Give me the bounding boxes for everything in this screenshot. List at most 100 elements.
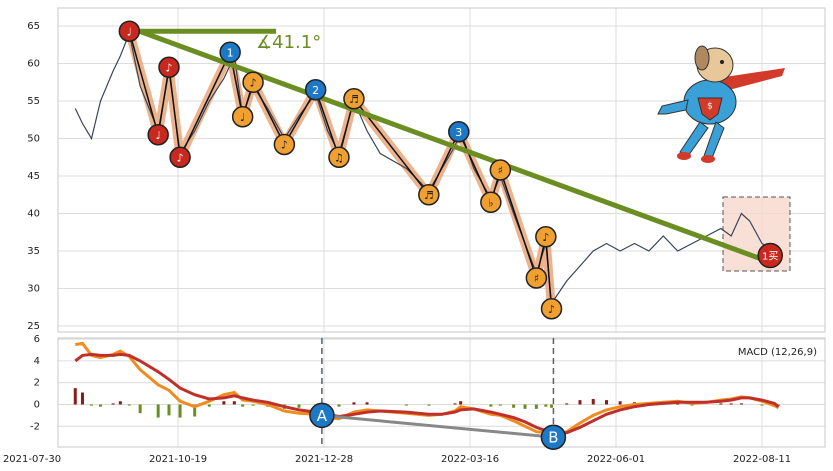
marker	[242, 71, 264, 93]
marker-label: ♩	[240, 111, 245, 124]
marker-label: ♩	[127, 25, 132, 38]
macd-bar	[111, 403, 115, 405]
macd-bar	[80, 392, 84, 405]
macd-bar	[729, 403, 733, 405]
macd-bar	[498, 404, 502, 406]
marker	[757, 242, 783, 269]
marker	[158, 56, 180, 78]
macd-bar	[73, 388, 77, 405]
marker	[535, 226, 557, 248]
marker	[343, 88, 365, 110]
marker-label: ♪	[177, 151, 184, 164]
macd-bar	[591, 399, 595, 405]
marker	[418, 184, 440, 206]
macd-bar	[489, 404, 493, 407]
macd-bar	[222, 401, 226, 405]
macd-bar	[512, 404, 516, 408]
marker	[448, 121, 470, 143]
marker-label: ♪	[542, 231, 549, 244]
marker	[480, 191, 502, 213]
macd-bar	[565, 403, 569, 405]
macd-panel	[57, 337, 826, 448]
marker-label: ♪	[250, 76, 257, 89]
macd-bar	[232, 401, 236, 405]
marker-label: B	[548, 429, 558, 447]
macd-bar	[365, 402, 369, 405]
x-tick-label: 2021-07-30	[3, 454, 61, 465]
x-tick-label: 2021-10-19	[149, 454, 207, 465]
macd-bar	[618, 401, 622, 405]
y-tick-label: 60	[27, 59, 40, 70]
y-tick-label: -2	[30, 421, 40, 432]
macd-bar	[156, 404, 160, 418]
marker	[540, 424, 567, 450]
macd-bar	[719, 403, 723, 405]
marker	[304, 79, 327, 101]
macd-bar	[404, 404, 408, 406]
trend-line	[128, 25, 776, 267]
y-tick-label: 6	[34, 334, 40, 345]
x-tick-label: 2022-08-11	[733, 454, 791, 465]
macd-bar	[118, 401, 122, 405]
zigzag-line	[128, 31, 553, 309]
macd-bar	[453, 403, 457, 405]
y-tick-label: 35	[27, 246, 40, 257]
marker	[525, 267, 548, 289]
macd-bar	[251, 404, 255, 406]
main-panel	[57, 7, 826, 333]
macd-bar	[193, 404, 197, 417]
macd-bar	[352, 402, 356, 405]
macd-bar	[297, 404, 301, 408]
marker-label: ♪	[548, 303, 555, 316]
y-tick-label: 65	[27, 21, 40, 32]
macd-bar	[178, 404, 182, 418]
marker	[273, 133, 296, 156]
y-tick-label: 0	[34, 399, 40, 410]
y-tick-label: 4	[34, 356, 40, 367]
macd-bar	[760, 404, 764, 406]
marker-label: 3	[455, 126, 462, 139]
svg-text:$: $	[707, 102, 713, 112]
marker-label: ♫	[334, 151, 344, 164]
macd-bar	[167, 404, 171, 416]
x-tick-label: 2021-12-28	[295, 454, 353, 465]
macd-bar	[127, 404, 131, 406]
macd-bar	[523, 404, 527, 409]
macd-bar	[207, 404, 211, 407]
y-tick-label: 2	[34, 378, 40, 389]
marker-label: ♭	[488, 196, 493, 209]
macd-line	[74, 352, 780, 436]
marker-label: ♪	[165, 61, 172, 74]
marker	[219, 41, 241, 63]
macd-bar	[534, 404, 538, 409]
marker	[328, 146, 350, 168]
macd-bar	[138, 404, 142, 414]
marker	[489, 159, 512, 181]
macd-bar	[578, 400, 582, 405]
macd-bar	[605, 400, 609, 405]
mascot: $	[657, 45, 785, 163]
marker	[540, 298, 563, 320]
marker	[169, 146, 191, 168]
x-tick-label: 2022-03-16	[441, 454, 499, 465]
y-tick-label: 40	[27, 209, 40, 220]
marker-label: ♩	[156, 129, 161, 142]
marker-label: ♯	[498, 164, 503, 177]
marker	[309, 402, 335, 429]
macd-bar	[89, 404, 93, 406]
marker-label: ♯	[534, 272, 539, 285]
marker-label: 2	[312, 84, 319, 97]
marker-label: ♬	[349, 93, 359, 106]
marker-label: ♬	[424, 189, 434, 202]
marker	[118, 20, 141, 42]
y-tick-label: 50	[27, 134, 40, 145]
macd-bar	[676, 403, 680, 405]
y-tick-label: 55	[27, 96, 40, 107]
macd-bar	[739, 403, 743, 405]
marker-label: ♪	[281, 139, 288, 152]
marker	[147, 124, 169, 146]
macd-bar	[544, 404, 548, 407]
marker	[231, 106, 254, 128]
macd-bar	[241, 404, 245, 407]
